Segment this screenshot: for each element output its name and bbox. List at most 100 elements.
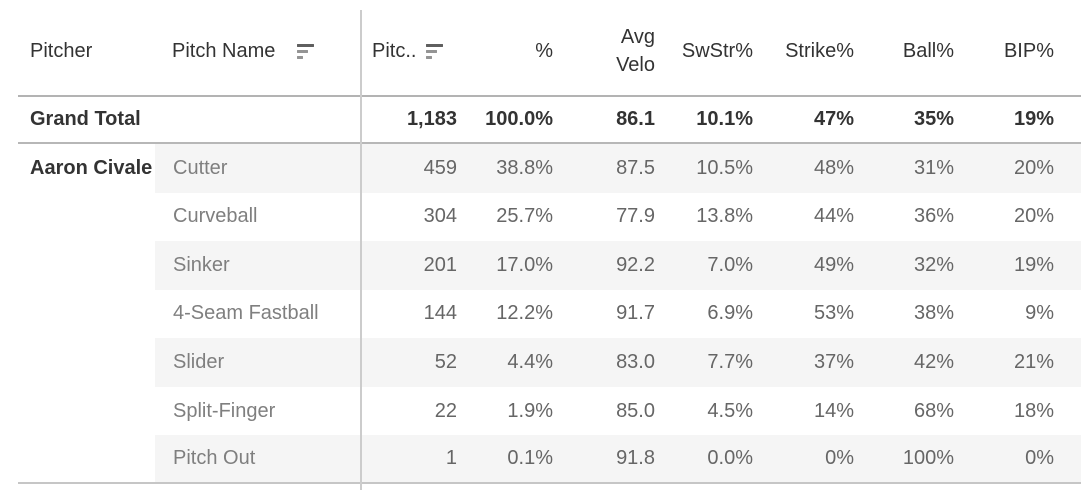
pitches-cell[interactable]: 1 — [361, 435, 461, 482]
grand-total-strike[interactable]: 47% — [813, 108, 854, 130]
pitch-name-cell[interactable]: Pitch Out — [155, 435, 361, 482]
column-header-pitches-label: Pitc.. — [372, 40, 417, 62]
pitch-name-cell[interactable]: Slider — [155, 338, 361, 387]
avg-velo-cell[interactable]: 77.9 — [616, 205, 655, 228]
avg-velo-cell[interactable]: 91.8 — [557, 435, 659, 482]
avg-velo-cell[interactable]: 92.2 — [557, 241, 659, 290]
column-header-strike[interactable]: Strike% — [785, 40, 854, 62]
pitches-cell[interactable]: 144 — [423, 302, 457, 325]
row-filler — [1058, 144, 1081, 193]
strike-cell[interactable]: 0% — [757, 435, 858, 482]
pitches-cell[interactable]: 304 — [423, 205, 457, 228]
pitcher-name — [18, 289, 155, 339]
table-row: Slider 52 4.4% 83.0 7.7% 37% 42% 21% — [18, 338, 1081, 387]
pitcher-name — [18, 435, 155, 482]
ball-cell[interactable]: 32% — [858, 241, 958, 290]
table-body: Aaron Civale Cutter 459 38.8% 87.5 10.5%… — [0, 144, 1088, 484]
swstr-cell[interactable]: 7.0% — [659, 241, 757, 290]
pitches-cell[interactable]: 52 — [361, 338, 461, 387]
grand-total-swstr[interactable]: 10.1% — [696, 108, 753, 130]
column-header-avg-velo-label: Avg Velo — [616, 25, 655, 76]
ball-cell[interactable]: 36% — [913, 205, 954, 228]
sort-descending-icon[interactable] — [297, 44, 315, 59]
strike-cell[interactable]: 53% — [813, 302, 854, 325]
pitch-name-cell[interactable]: Curveball — [173, 205, 258, 228]
column-header-pitch-name[interactable]: Pitch Name — [155, 8, 361, 95]
column-divider — [360, 10, 362, 490]
table-row: 4-Seam Fastball 144 12.2% 91.7 6.9% 53% … — [18, 289, 1081, 339]
pct-cell[interactable]: 0.1% — [461, 435, 557, 482]
pitcher-name — [18, 241, 155, 290]
avg-velo-cell[interactable]: 91.7 — [616, 302, 655, 325]
bip-cell[interactable]: 19% — [958, 241, 1058, 290]
pitches-cell[interactable]: 459 — [361, 144, 461, 193]
avg-velo-cell[interactable]: 87.5 — [557, 144, 659, 193]
row-filler — [1058, 193, 1081, 242]
row-filler — [1058, 241, 1081, 290]
pct-cell[interactable]: 1.9% — [507, 399, 553, 422]
pct-cell[interactable]: 12.2% — [496, 302, 553, 325]
avg-velo-cell[interactable]: 85.0 — [616, 399, 655, 422]
column-header-avg-velo[interactable]: Avg Velo — [557, 8, 659, 95]
header-row: Pitcher Pitch Name Pitc.. % Avg Velo SwS… — [18, 0, 1081, 97]
bip-cell[interactable]: 0% — [958, 435, 1058, 482]
grand-total-empty — [155, 97, 361, 142]
swstr-cell[interactable]: 7.7% — [659, 338, 757, 387]
bip-cell[interactable]: 20% — [958, 144, 1058, 193]
grand-total-pct[interactable]: 100.0% — [485, 108, 553, 130]
row-filler — [1058, 435, 1081, 482]
swstr-cell[interactable]: 4.5% — [707, 399, 753, 422]
row-filler — [1058, 387, 1081, 436]
pitcher-name — [18, 192, 155, 242]
column-header-pitches[interactable]: Pitc.. — [361, 8, 461, 95]
pitch-name-cell[interactable]: Cutter — [155, 144, 361, 193]
ball-cell[interactable]: 31% — [858, 144, 958, 193]
pitch-name-cell[interactable]: Split-Finger — [173, 399, 276, 422]
strike-cell[interactable]: 49% — [757, 241, 858, 290]
column-header-ball[interactable]: Ball% — [902, 40, 954, 62]
bip-cell[interactable]: 9% — [1025, 302, 1054, 325]
grand-total-ball[interactable]: 35% — [913, 108, 954, 130]
pct-cell[interactable]: 4.4% — [461, 338, 557, 387]
grand-total-avg-velo[interactable]: 86.1 — [616, 108, 655, 130]
column-header-swstr[interactable]: SwStr% — [681, 40, 753, 62]
ball-cell[interactable]: 68% — [913, 399, 954, 422]
header-filler — [1058, 8, 1081, 95]
strike-cell[interactable]: 44% — [813, 205, 854, 228]
grand-total-label: Grand Total — [30, 108, 141, 130]
pitch-name-cell[interactable]: Sinker — [155, 241, 361, 290]
grand-total-pitches[interactable]: 1,183 — [406, 108, 457, 130]
pitches-cell[interactable]: 22 — [434, 399, 457, 422]
pitches-cell[interactable]: 201 — [361, 241, 461, 290]
pct-cell[interactable]: 38.8% — [461, 144, 557, 193]
pct-cell[interactable]: 25.7% — [496, 205, 553, 228]
pitcher-name — [18, 338, 155, 387]
bip-cell[interactable]: 21% — [958, 338, 1058, 387]
bip-cell[interactable]: 20% — [1013, 205, 1054, 228]
ball-cell[interactable]: 38% — [913, 302, 954, 325]
strike-cell[interactable]: 37% — [757, 338, 858, 387]
swstr-cell[interactable]: 13.8% — [696, 205, 753, 228]
column-header-bip[interactable]: BIP% — [1003, 40, 1054, 62]
swstr-cell[interactable]: 6.9% — [707, 302, 753, 325]
column-header-pitch-name-label: Pitch Name — [172, 40, 276, 62]
row-filler — [1058, 290, 1081, 339]
swstr-cell[interactable]: 0.0% — [659, 435, 757, 482]
table-row: Curveball 304 25.7% 77.9 13.8% 44% 36% 2… — [18, 192, 1081, 242]
column-header-pitcher[interactable]: Pitcher — [30, 40, 93, 62]
column-header-pct[interactable]: % — [535, 40, 553, 62]
strike-cell[interactable]: 14% — [813, 399, 854, 422]
bip-cell[interactable]: 18% — [1013, 399, 1054, 422]
ball-cell[interactable]: 100% — [858, 435, 958, 482]
grand-total-bip[interactable]: 19% — [1013, 108, 1054, 130]
grand-total-filler — [1058, 97, 1081, 142]
ball-cell[interactable]: 42% — [858, 338, 958, 387]
avg-velo-cell[interactable]: 83.0 — [557, 338, 659, 387]
grand-total-row: Grand Total 1,183 100.0% 86.1 10.1% 47% … — [18, 97, 1081, 144]
pitcher-name: Aaron Civale — [18, 144, 155, 193]
sort-descending-icon[interactable] — [426, 44, 444, 59]
swstr-cell[interactable]: 10.5% — [659, 144, 757, 193]
pitch-name-cell[interactable]: 4-Seam Fastball — [173, 302, 319, 325]
strike-cell[interactable]: 48% — [757, 144, 858, 193]
pct-cell[interactable]: 17.0% — [461, 241, 557, 290]
